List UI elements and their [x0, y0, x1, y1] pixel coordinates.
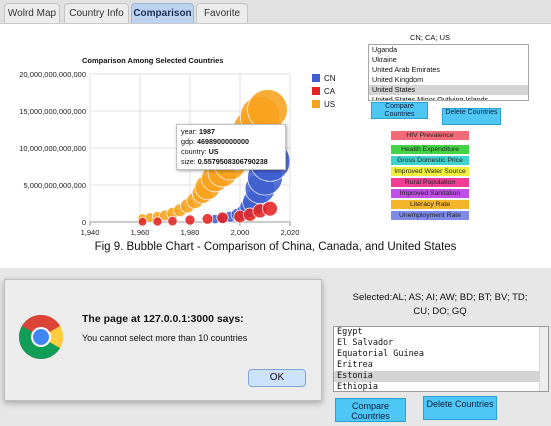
country-option[interactable]: Eritrea	[337, 360, 373, 370]
dialog-message: You cannot select more than 10 countries	[82, 333, 248, 343]
chart-tooltip: year: 1987 gdp: 4698900000000 country: U…	[176, 124, 286, 170]
indicator-button[interactable]: Unemployment Rate	[391, 211, 469, 220]
bubble-ca	[137, 216, 148, 227]
x-tick-label: 2,000	[231, 228, 250, 237]
country-listbox[interactable]: Uganda Ukraine United Arab Emirates United …	[368, 44, 529, 101]
tooltip-country-row: country: US	[181, 147, 281, 157]
legend-item-us: US	[312, 100, 335, 110]
bubble-ca	[262, 200, 278, 217]
indicator-button[interactable]: Rural Population	[391, 178, 469, 187]
indicator-button[interactable]: Health Expenditure	[391, 145, 469, 154]
country-option[interactable]: United States Minor Outlying Islands	[372, 95, 489, 101]
country-option[interactable]: Egypt	[337, 327, 363, 337]
selected-countries-label: CN; CA; US	[410, 33, 451, 42]
tooltip-year-label: year:	[181, 127, 197, 136]
country-option[interactable]: Ethiopia	[337, 382, 378, 392]
y-tick-label: 15,000,000,000,000	[19, 107, 86, 116]
country-option[interactable]: El Salvador	[337, 338, 394, 348]
country-listbox-bottom[interactable]: Egypt El Salvador Equatorial Guinea Eritrea…	[333, 326, 549, 392]
chrome-logo-icon	[19, 315, 63, 359]
tooltip-gdp-value: 4698900000000	[197, 137, 249, 146]
compare-countries-button[interactable]: Compare Countries	[371, 102, 428, 119]
tab-world-map[interactable]: Wolrd Map	[4, 3, 60, 23]
indicator-button[interactable]: Literacy Rate	[391, 200, 469, 209]
selected-line-2: CU; DO; GQ	[413, 306, 467, 317]
tooltip-country-label: country:	[181, 147, 207, 156]
y-tick-label: 5,000,000,000,000	[23, 181, 86, 190]
chart-title: Comparison Among Selected Countries	[82, 56, 224, 65]
x-tick-label: 1,940	[81, 228, 100, 237]
tooltip-year-row: year: 1987	[181, 127, 281, 137]
delete-countries-button[interactable]: Delete Countries	[442, 108, 501, 125]
legend-swatch-us	[312, 100, 320, 108]
selected-countries-label-bottom: Selected:AL; AS; AI; AW; BD; BT; BV; TD;…	[330, 291, 550, 319]
country-option[interactable]: Uganda	[372, 45, 398, 54]
indicator-button[interactable]: Improved Water Source	[391, 167, 469, 176]
selected-line-1: Selected:AL; AS; AI; AW; BD; BT; BV; TD;	[352, 292, 528, 303]
legend-label-cn: CN	[324, 74, 336, 83]
country-option[interactable]: Estonia	[334, 371, 548, 382]
tooltip-gdp-label: gdp:	[181, 137, 195, 146]
legend-label-ca: CA	[324, 87, 336, 96]
delete-countries-button-bottom[interactable]: Delete Countries	[423, 396, 497, 420]
tooltip-year-value: 1987	[198, 127, 215, 136]
country-option[interactable]: United Arab Emirates	[372, 65, 440, 74]
y-tick-label: 20,000,000,000,000	[19, 70, 86, 79]
tab-bar: Wolrd Map Country Info Comparison Favori…	[0, 0, 551, 24]
y-tick-label: 10,000,000,000,000	[19, 144, 86, 153]
indicator-button[interactable]: Improved Sanitation	[391, 189, 469, 198]
legend-label-us: US	[324, 100, 336, 109]
tooltip-gdp-row: gdp: 4698900000000	[181, 137, 281, 147]
tab-favorite[interactable]: Favorite	[196, 3, 248, 23]
legend-swatch-ca	[312, 87, 320, 95]
country-option[interactable]: United Kingdom	[372, 75, 424, 84]
legend-swatch-cn	[312, 74, 320, 82]
tooltip-size-row: size: 0.5579508306790238	[181, 157, 281, 167]
bubble-ca	[201, 213, 214, 225]
bubble-ca	[167, 216, 178, 227]
indicator-button[interactable]: Gross Domestic Price	[391, 156, 469, 165]
tooltip-country-value: US	[208, 147, 219, 156]
tab-comparison[interactable]: Comparison	[131, 3, 194, 23]
x-tick-label: 2,020	[281, 228, 300, 237]
legend-item-cn: CN	[312, 74, 336, 84]
compare-countries-button-bottom[interactable]: Compare Countries	[335, 398, 406, 422]
legend-item-ca: CA	[312, 87, 335, 97]
country-option[interactable]: Equatorial Guinea	[337, 349, 424, 359]
bubble-ca	[152, 216, 163, 227]
dialog-title: The page at 127.0.0.1:3000 says:	[82, 313, 244, 325]
figure-caption: Fig 9. Bubble Chart - Comparison of Chin…	[94, 241, 457, 253]
listbox-scrollbar[interactable]	[539, 327, 548, 391]
tooltip-size-label: size:	[181, 157, 196, 166]
ok-button[interactable]: OK	[248, 369, 306, 387]
bubble-ca	[216, 211, 229, 224]
y-tick-label: 0	[82, 218, 86, 227]
tab-country-info[interactable]: Country Info	[64, 3, 129, 23]
x-tick-label: 1,980	[181, 228, 200, 237]
indicator-button[interactable]: HIV Prevalence	[391, 131, 469, 140]
x-tick-label: 1,960	[131, 228, 150, 237]
country-option[interactable]: Ukraine	[372, 55, 397, 64]
bubble-ca	[184, 214, 196, 226]
tooltip-size-value: 0.5579508306790238	[197, 157, 268, 166]
country-option[interactable]: United States	[369, 85, 528, 95]
